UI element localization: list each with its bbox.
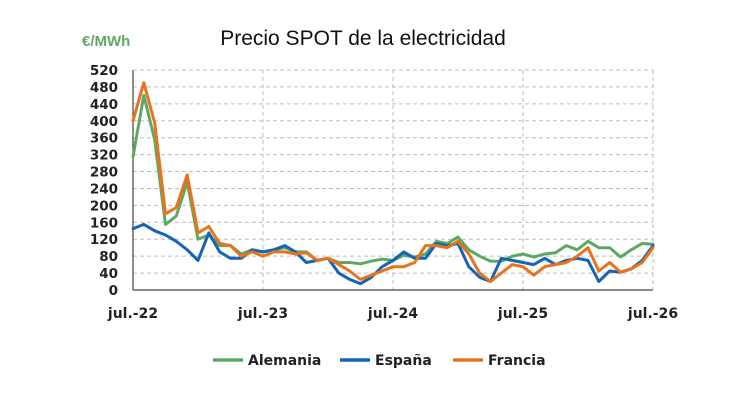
- y-tick-label: 80: [99, 249, 118, 265]
- series-line-francia: [131, 81, 655, 283]
- y-tick-label: 400: [90, 114, 118, 130]
- y-tick-label: 440: [90, 97, 118, 113]
- y-tick-label: 40: [99, 266, 118, 282]
- y-tick-label: 0: [109, 283, 118, 299]
- series-line-espa-a: [131, 222, 655, 286]
- y-tick-label: 520: [90, 63, 118, 79]
- x-tick-label: jul.-26: [627, 306, 678, 322]
- y-tick-label: 360: [90, 131, 118, 147]
- y-tick-label: 240: [90, 181, 118, 197]
- y-tick-label: 160: [90, 215, 118, 231]
- legend: Alemania España Francia: [213, 353, 546, 369]
- x-axis-ticks: jul.-22 jul.-23 jul.-24 jul.-25 jul.-26: [107, 306, 678, 322]
- y-tick-label: 480: [90, 80, 118, 96]
- y-tick-label: 200: [90, 198, 118, 214]
- x-tick-label: jul.-23: [237, 306, 288, 322]
- chart-title: Precio SPOT de la electricidad: [220, 27, 506, 50]
- x-tick-label: jul.-24: [367, 306, 418, 322]
- series-lines: [131, 81, 655, 286]
- legend-label: Alemania: [248, 353, 321, 369]
- x-tick-label: jul.-22: [107, 306, 158, 322]
- y-tick-label: 280: [90, 165, 118, 181]
- axes: [132, 69, 654, 291]
- y-tick-label: 120: [90, 232, 118, 248]
- legend-label: Francia: [488, 353, 546, 369]
- y-tick-label: 320: [90, 148, 118, 164]
- y-axis-unit-label: €/MWh: [82, 33, 130, 50]
- x-tick-label: jul.-25: [497, 306, 548, 322]
- legend-label: España: [375, 353, 432, 369]
